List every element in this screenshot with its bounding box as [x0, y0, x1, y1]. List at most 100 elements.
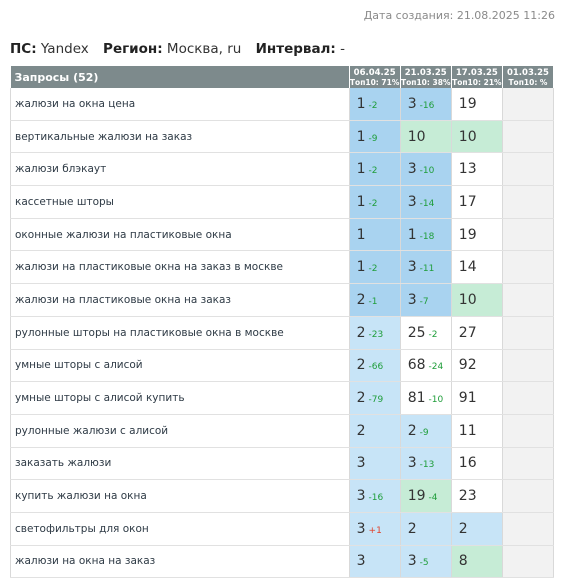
position-cell: 3 -14	[400, 185, 452, 219]
search-engine-label: ПС:	[10, 41, 37, 57]
position-value: 2	[356, 324, 366, 341]
search-engine-value: Yandex	[40, 41, 89, 57]
query-cell: заказать жалюзи	[10, 447, 350, 481]
position-cell: 11	[451, 414, 503, 448]
position-value: 2	[356, 422, 366, 439]
position-value: 10	[458, 291, 477, 308]
position-value: 17	[458, 193, 477, 210]
position-cell	[502, 545, 555, 579]
position-value: 1	[356, 161, 366, 178]
report-meta: ПС: Yandex Регион: Москва, ru Интервал: …	[10, 41, 355, 57]
position-value: 2	[407, 422, 417, 439]
position-value: 27	[458, 324, 477, 341]
position-value: 3	[407, 259, 417, 276]
position-change: +1	[368, 525, 382, 536]
query-cell: жалюзи на пластиковые окна на заказ в мо…	[10, 250, 350, 285]
position-value: 3	[356, 455, 366, 472]
position-cell: 16	[451, 447, 503, 481]
position-cell: 2 -9	[400, 414, 452, 448]
position-value: 23	[458, 488, 477, 505]
table-row: кассетные шторы 1 -2 3 -14 17	[10, 185, 555, 219]
position-cell: 10	[451, 120, 503, 154]
position-change: -2	[368, 100, 378, 111]
position-value: 1	[356, 95, 366, 112]
position-value: 1	[356, 259, 366, 276]
position-cell	[502, 316, 555, 350]
position-change: -1	[368, 296, 378, 307]
query-cell: светофильтры для окон	[10, 512, 350, 546]
position-cell: 2 -79	[349, 381, 401, 415]
position-cell	[502, 414, 555, 448]
position-change: -13	[419, 460, 435, 471]
position-cell	[502, 447, 555, 481]
position-change: -2	[428, 329, 438, 340]
position-change: -2	[368, 198, 378, 209]
column-date: 17.03.25	[455, 67, 498, 78]
position-value: 92	[458, 357, 477, 374]
position-value: 3	[407, 553, 417, 570]
query-cell: оконные жалюзи на пластиковые окна	[10, 218, 350, 252]
date-column-header[interactable]: 21.03.25 Топ10: 38%	[400, 66, 452, 88]
column-date: 06.04.25	[353, 67, 396, 78]
position-cell	[502, 349, 555, 383]
table-row: жалюзи на окна на заказ 3 3 -5 8	[10, 545, 555, 579]
table-row: умные шторы с алисой 2 -66 68 -24 92	[10, 349, 555, 383]
position-cell: 2 -1	[349, 283, 401, 317]
date-column-header[interactable]: 06.04.25 Топ10: 71%	[349, 66, 401, 88]
column-top10: Топ10: %	[508, 77, 548, 87]
position-cell	[502, 479, 555, 513]
interval-info: Интервал: -	[256, 41, 345, 57]
position-value: 19	[407, 488, 426, 505]
table-row: купить жалюзи на окна 3 -16 19 -4 23	[10, 479, 555, 513]
query-cell: кассетные шторы	[10, 185, 350, 219]
position-value: 1	[356, 193, 366, 210]
position-value: 3	[407, 193, 417, 210]
position-cell: 3 -16	[349, 479, 401, 513]
position-value: 1	[356, 128, 366, 145]
position-cell: 81 -10	[400, 381, 452, 415]
table-row: заказать жалюзи 3 3 -13 16	[10, 447, 555, 481]
column-top10: Топ10: 71%	[349, 77, 400, 87]
position-change: -24	[428, 362, 444, 373]
position-value: 1	[356, 226, 366, 243]
table-header-row: Запросы (52) 06.04.25 Топ10: 71% 21.03.2…	[10, 66, 555, 88]
table-row: жалюзи блэкаут 1 -2 3 -10 13	[10, 152, 555, 187]
position-cell: 1 -2	[349, 152, 401, 187]
position-cell: 3 -5	[400, 545, 452, 579]
queries-column-header[interactable]: Запросы (52)	[10, 66, 350, 88]
position-cell: 3	[349, 545, 401, 579]
position-value: 2	[458, 520, 468, 537]
position-value: 8	[458, 553, 468, 570]
table-row: светофильтры для окон 3 +1 2 2	[10, 512, 555, 546]
position-cell	[502, 218, 555, 252]
position-value: 1	[407, 226, 417, 243]
date-column-header[interactable]: 01.03.25 Топ10: %	[502, 66, 555, 88]
position-cell	[502, 185, 555, 219]
region-info: Регион: Москва, ru	[103, 41, 246, 57]
position-value: 2	[356, 291, 366, 308]
position-value: 3	[407, 455, 417, 472]
position-cell: 1 -2	[349, 88, 401, 121]
position-cell: 2 -66	[349, 349, 401, 383]
position-value: 3	[356, 553, 366, 570]
position-cell: 19	[451, 218, 503, 252]
position-change: -18	[419, 231, 435, 242]
position-value: 3	[407, 161, 417, 178]
position-change: -2	[368, 264, 378, 275]
position-value: 11	[458, 422, 477, 439]
position-change: -10	[419, 166, 435, 177]
table-row: жалюзи на окна цена 1 -2 3 -16 19	[10, 88, 555, 121]
position-cell: 1	[349, 218, 401, 252]
position-cell: 23	[451, 479, 503, 513]
position-cell: 68 -24	[400, 349, 452, 383]
position-cell: 3 +1	[349, 512, 401, 546]
position-value: 2	[356, 357, 366, 374]
position-value: 3	[407, 291, 417, 308]
date-column-header[interactable]: 17.03.25 Топ10: 21%	[451, 66, 503, 88]
position-value: 19	[458, 226, 477, 243]
position-cell: 8	[451, 545, 503, 579]
positions-table: Запросы (52) 06.04.25 Топ10: 71% 21.03.2…	[10, 66, 555, 579]
position-cell: 25 -2	[400, 316, 452, 350]
position-change: -11	[419, 264, 435, 275]
position-cell: 3 -10	[400, 152, 452, 187]
